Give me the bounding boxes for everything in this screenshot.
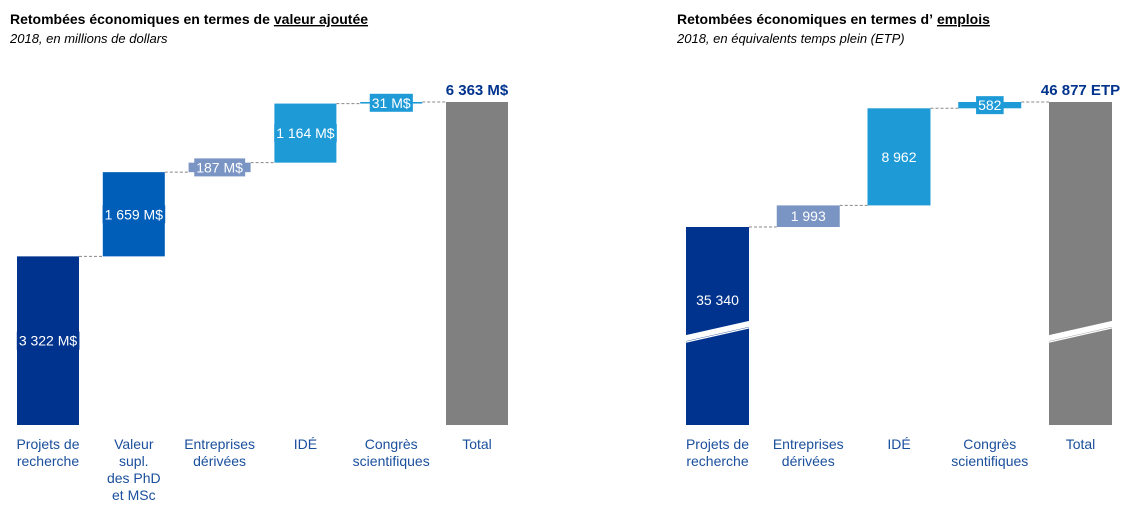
x-tick-line: Valeur: [114, 436, 154, 452]
x-tick-line: Congrès: [963, 436, 1016, 452]
x-tick-line: scientifiques: [951, 453, 1028, 469]
x-tick-label: Entreprises dérivées: [184, 436, 255, 469]
value-label-box: [274, 124, 337, 143]
value-label: 35 340: [696, 292, 739, 308]
x-tick-line: scientifiques: [353, 453, 430, 469]
x-tick-line: Total: [1066, 436, 1096, 452]
x-tick-line: IDÉ: [887, 436, 910, 452]
value-label: 1 164 M$: [276, 125, 335, 141]
bar: [1049, 102, 1112, 425]
value-label-box: [16, 331, 80, 350]
x-tick-line: Congrès: [365, 436, 418, 452]
axis-break: [1045, 320, 1116, 342]
value-label-box: [194, 158, 246, 177]
x-tick-label: Projets de recherche: [16, 436, 79, 469]
value-label: 187 M$: [196, 159, 243, 175]
value-label: 31 M$: [372, 95, 411, 111]
axis-break-line: [681, 326, 754, 344]
x-tick-label: IDÉ: [294, 436, 317, 452]
x-tick-label: Total: [462, 436, 492, 452]
x-tick-label: Total: [1066, 436, 1096, 452]
x-tick-label: Congrès scientifiques: [951, 436, 1028, 469]
value-label: 582: [978, 97, 1002, 113]
value-label-box: [102, 205, 166, 224]
total-label: 6 363 M$: [446, 82, 509, 99]
x-tick-line: Projets de: [16, 436, 79, 452]
chart-title: Retombées économiques en termes d’ emploi…: [677, 11, 990, 27]
x-tick-label: IDÉ: [887, 436, 910, 452]
title-text: Retombées économiques en termes d’: [677, 11, 933, 27]
chart-subtitle: 2018, en millions de dollars: [9, 31, 168, 46]
x-tick-label: Projets de recherche: [686, 436, 749, 469]
value-label-box: [788, 207, 828, 226]
x-tick-line: recherche: [17, 453, 79, 469]
x-tick-line: recherche: [686, 453, 748, 469]
chart-title: Retombées économiques en termes de valeur…: [10, 11, 368, 27]
x-tick-label: Valeur supl. des PhD et MSc: [107, 436, 161, 503]
chart-subtitle: 2018, en équivalents temps plein (ETP): [676, 31, 905, 46]
x-tick-line: Entreprises: [773, 436, 844, 452]
value-label-box: [369, 93, 413, 112]
x-tick-line: Entreprises: [184, 436, 255, 452]
title-emphasis: valeur ajoutée: [274, 11, 368, 27]
value-label: 1 993: [791, 208, 826, 224]
value-label-box: [976, 96, 1004, 115]
value-label-box: [694, 291, 742, 309]
title-text: Retombées économiques en termes de: [10, 11, 270, 27]
bar: [446, 102, 508, 425]
value-label: 1 659 M$: [105, 206, 164, 222]
x-tick-label: Congrès scientifiques: [353, 436, 430, 469]
x-tick-line: dérivées: [782, 453, 835, 469]
title-emphasis: emplois: [937, 11, 990, 27]
x-tick-line: et MSc: [112, 487, 156, 503]
value-label: 3 322 M$: [19, 333, 78, 349]
total-label: 46 877 ETP: [1041, 82, 1120, 99]
axis-break-line: [1044, 326, 1117, 344]
x-tick-line: Projets de: [686, 436, 749, 452]
x-tick-line: des PhD: [107, 470, 161, 486]
x-tick-label: Entreprises dérivées: [773, 436, 844, 469]
value-label: 8 962: [881, 149, 916, 165]
axis-break: [682, 320, 753, 342]
x-tick-line: dérivées: [193, 453, 246, 469]
value-label-box: [879, 147, 919, 166]
x-tick-line: supl.: [119, 453, 149, 469]
x-tick-line: Total: [462, 436, 492, 452]
x-tick-line: IDÉ: [294, 436, 317, 452]
